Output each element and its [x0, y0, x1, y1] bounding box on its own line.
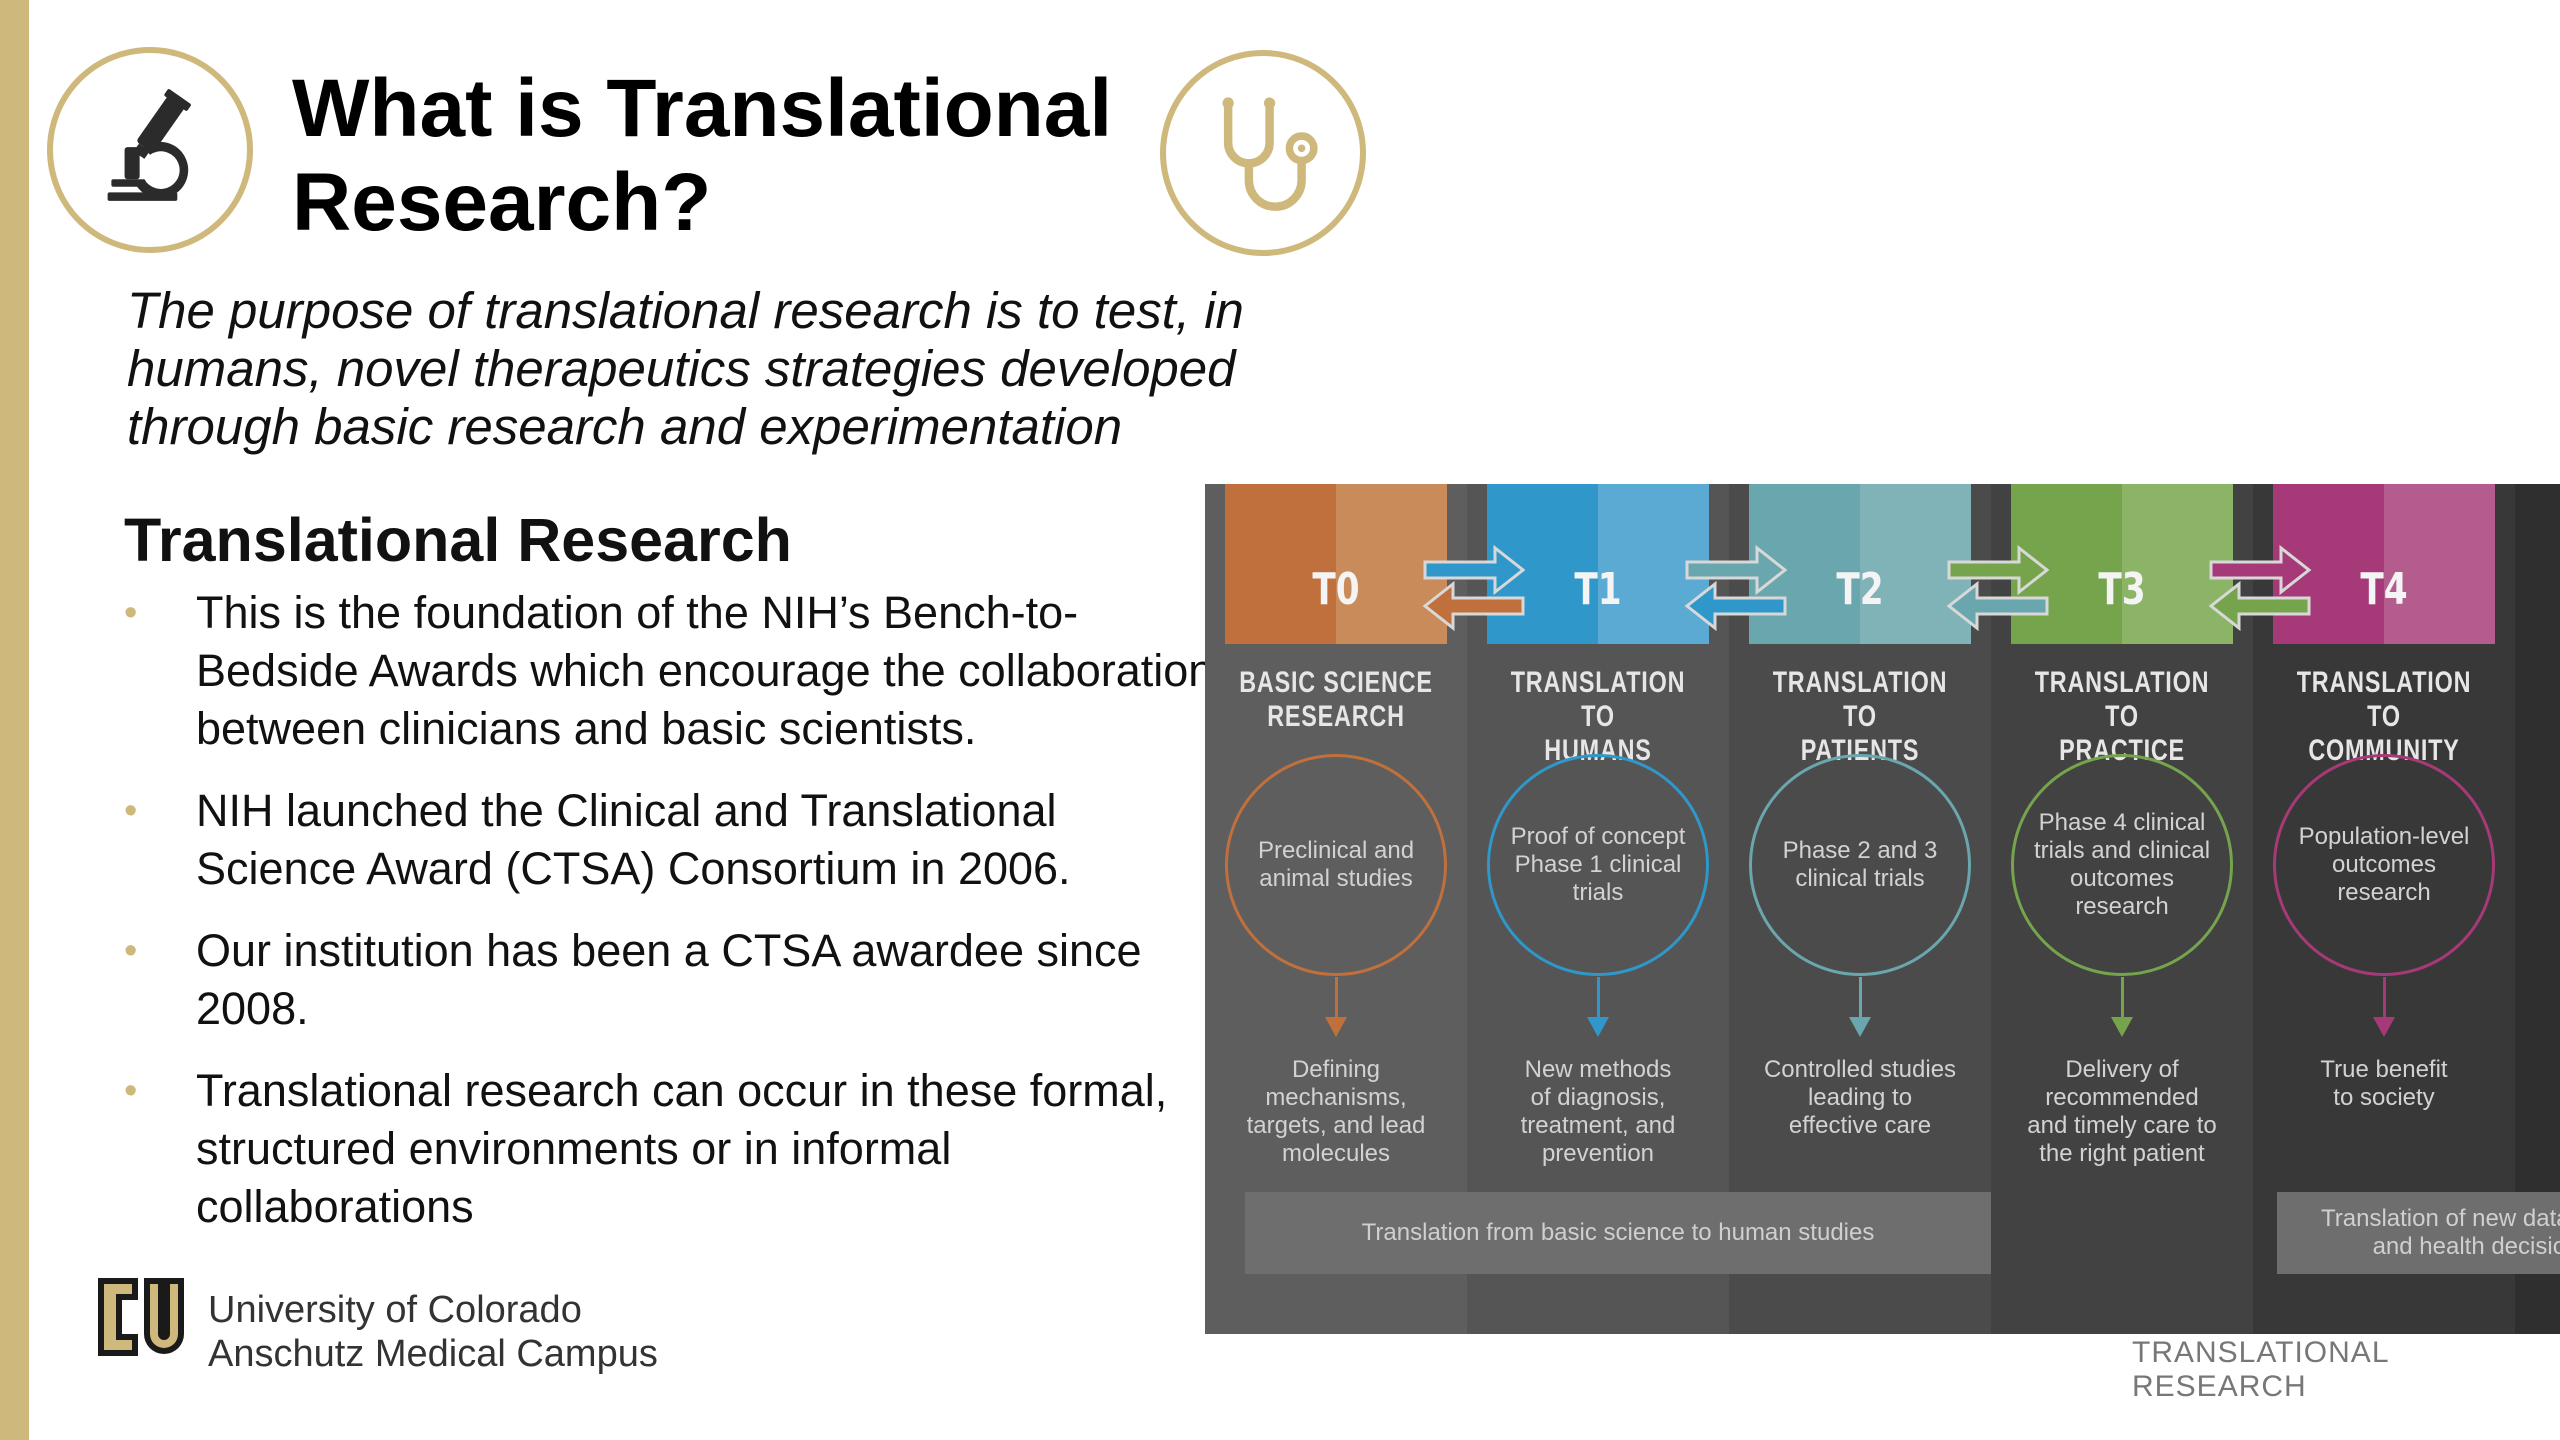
bullet-item: This is the foundation of the NIH’s Benc… — [124, 584, 1284, 758]
down-arrow-icon — [2373, 1017, 2395, 1037]
phase-circle: Phase 4 clinical trials and clinical out… — [2011, 754, 2233, 976]
phase-name: BASIC SCIENCE RESEARCH — [1239, 666, 1433, 733]
slide-subtitle: The purpose of translational research is… — [127, 282, 1244, 455]
phase-label: T1 — [1574, 564, 1622, 615]
title-line-1: What is Translational — [292, 63, 1113, 154]
phase-circle: Proof of concept Phase 1 clinical trials — [1487, 754, 1709, 976]
left-arrow-icon — [1946, 580, 2049, 632]
phase-block-t1: T1 — [1487, 484, 1709, 644]
left-arrow-icon — [2208, 580, 2311, 632]
phase-circle: Phase 2 and 3 clinical trials — [1749, 754, 1971, 976]
phase-circle: Population-level outcomes research — [2273, 754, 2495, 976]
phase-name: TRANSLATION TO PATIENTS — [1772, 666, 1948, 767]
down-arrow-stem — [1597, 977, 1600, 1022]
down-arrow-icon — [1325, 1017, 1347, 1037]
right-arrow-icon — [1947, 544, 2050, 596]
phase-block-t0: T0 — [1225, 484, 1447, 644]
phase-outcome: New methods of diagnosis, treatment, and… — [1520, 1056, 1676, 1167]
phase-label: T3 — [2098, 564, 2146, 615]
phase-circle-text: Population-level outcomes research — [2298, 823, 2470, 906]
footer-label: TRANSLATIONAL RESEARCH — [2132, 1336, 2389, 1403]
phase-block-fill — [2384, 484, 2495, 644]
stethoscope-icon — [1160, 50, 1366, 256]
gold-side-bar — [0, 0, 29, 1440]
microscope-icon — [47, 47, 253, 253]
left-arrow-icon — [1422, 580, 1525, 632]
bullet-item: NIH launched the Clinical and Translatio… — [124, 782, 1284, 898]
phase-circle-text: Phase 4 clinical trials and clinical out… — [2033, 809, 2211, 920]
phase-outcome: Delivery of recommended and timely care … — [2027, 1056, 2217, 1167]
phase-connector-arrows — [1422, 544, 2312, 632]
bullet-item: Our institution has been a CTSA awardee … — [124, 922, 1284, 1038]
left-arrow-icon — [1684, 580, 1787, 632]
phase-circle-text: Phase 2 and 3 clinical trials — [1782, 837, 1938, 892]
down-arrow-icon — [1849, 1017, 1871, 1037]
right-arrow-icon — [2209, 544, 2312, 596]
down-arrow-stem — [1335, 977, 1338, 1022]
phase-circle-text: Proof of concept Phase 1 clinical trials — [1510, 823, 1686, 906]
down-arrow-stem — [1859, 977, 1862, 1022]
bullet-list: This is the foundation of the NIH’s Benc… — [124, 584, 1284, 1260]
cu-logo — [92, 1268, 190, 1366]
translational-spectrum-infographic: T0 BASIC SCIENCE RESEARCH Preclinical and … — [1205, 484, 2560, 1334]
phase-label: T0 — [1312, 564, 1360, 615]
phase-outcome: Defining mechanisms, targets, and lead m… — [1246, 1056, 1426, 1167]
title-line-2: Research? — [292, 157, 712, 248]
down-arrow-stem — [2383, 977, 2386, 1022]
bullet-item: Translational research can occur in thes… — [124, 1062, 1284, 1236]
right-arrow-icon — [1685, 544, 1788, 596]
phase-circle-text: Preclinical and animal studies — [1257, 837, 1415, 892]
down-arrow-icon — [1587, 1017, 1609, 1037]
bottom-box-basic-to-human: Translation from basic science to human … — [1245, 1192, 1991, 1274]
phase-outcome: Controlled studies leading to effective … — [1763, 1056, 1957, 1139]
down-arrow-stem — [2121, 977, 2124, 1022]
section-heading: Translational Research — [124, 506, 792, 574]
phase-circle: Preclinical and animal studies — [1225, 754, 1447, 976]
phase-outcome: True benefit to society — [2320, 1056, 2448, 1111]
down-arrow-icon — [2111, 1017, 2133, 1037]
phase-block-fill — [1225, 484, 1336, 644]
phase-label: T4 — [2360, 564, 2408, 615]
slide-title: What is Translational Research? — [292, 62, 1112, 250]
right-arrow-icon — [1423, 544, 1526, 596]
phase-label: T2 — [1836, 564, 1884, 615]
phase-block-t2: T2 — [1749, 484, 1971, 644]
phase-block-t3: T3 — [2011, 484, 2233, 644]
university-name: University of Colorado Anschutz Medical … — [208, 1289, 658, 1375]
